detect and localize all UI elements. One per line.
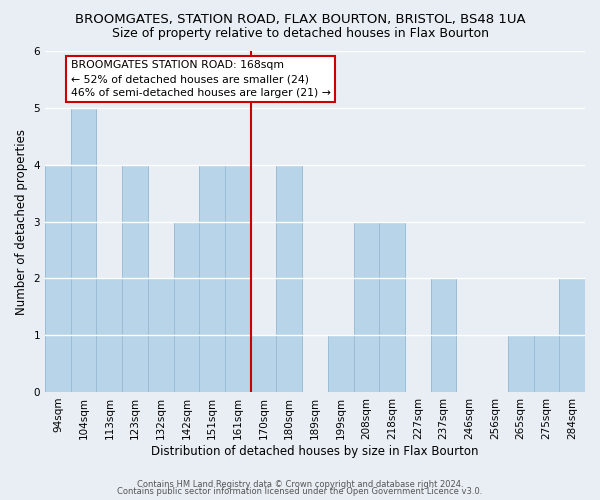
Text: BROOMGATES, STATION ROAD, FLAX BOURTON, BRISTOL, BS48 1UA: BROOMGATES, STATION ROAD, FLAX BOURTON, … bbox=[74, 12, 526, 26]
Bar bbox=[199, 165, 225, 392]
Bar bbox=[45, 165, 71, 392]
Text: Contains HM Land Registry data © Crown copyright and database right 2024.: Contains HM Land Registry data © Crown c… bbox=[137, 480, 463, 489]
Bar bbox=[97, 278, 122, 392]
Bar bbox=[559, 278, 585, 392]
Bar bbox=[71, 108, 97, 392]
Text: Contains public sector information licensed under the Open Government Licence v3: Contains public sector information licen… bbox=[118, 488, 482, 496]
Bar bbox=[379, 222, 405, 392]
Bar bbox=[533, 335, 559, 392]
Bar bbox=[122, 165, 148, 392]
Bar bbox=[508, 335, 533, 392]
X-axis label: Distribution of detached houses by size in Flax Bourton: Distribution of detached houses by size … bbox=[151, 444, 479, 458]
Text: BROOMGATES STATION ROAD: 168sqm
← 52% of detached houses are smaller (24)
46% of: BROOMGATES STATION ROAD: 168sqm ← 52% of… bbox=[71, 60, 331, 98]
Y-axis label: Number of detached properties: Number of detached properties bbox=[15, 128, 28, 314]
Bar bbox=[251, 335, 277, 392]
Bar bbox=[353, 222, 379, 392]
Bar bbox=[431, 278, 457, 392]
Bar bbox=[328, 335, 353, 392]
Bar bbox=[148, 278, 173, 392]
Bar bbox=[277, 165, 302, 392]
Bar bbox=[225, 165, 251, 392]
Text: Size of property relative to detached houses in Flax Bourton: Size of property relative to detached ho… bbox=[112, 28, 488, 40]
Bar bbox=[173, 222, 199, 392]
